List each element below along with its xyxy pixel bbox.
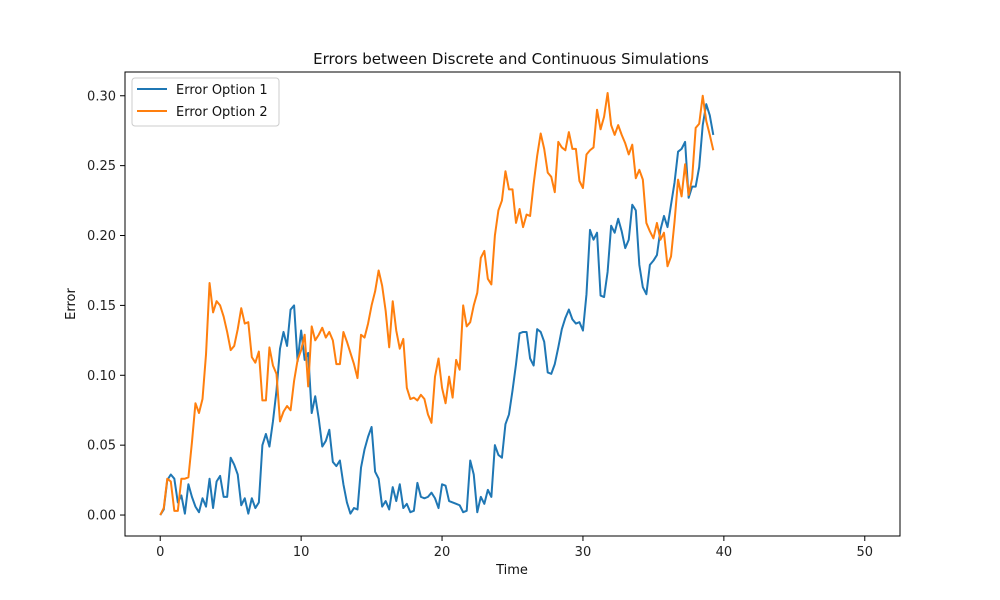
y-tick-label: 0.00: [87, 509, 116, 524]
legend-box: [131, 77, 280, 127]
y-tick-label: 0.15: [87, 299, 116, 314]
x-axis-label: Time: [495, 563, 528, 578]
y-axis-ticks: 0.00 0.05 0.10 0.15 0.20 0.25 0.30: [87, 89, 125, 524]
x-tick-label: 50: [856, 545, 873, 560]
y-axis-label: Error: [64, 288, 79, 320]
x-axis-ticks: 0 10 20 30 40 50: [156, 536, 873, 560]
legend-label-error-option-1: Error Option 1: [176, 83, 268, 98]
y-tick-label: 0.25: [87, 159, 116, 174]
x-tick-label: 30: [575, 545, 592, 560]
plot-frame: [124, 71, 901, 537]
y-tick-label: 0.30: [87, 89, 116, 104]
chart-title: Errors between Discrete and Continuous S…: [313, 50, 709, 68]
legend: Error Option 1 Error Option 2: [131, 77, 280, 127]
plot-lines: [159, 91, 715, 516]
y-tick-label: 0.10: [87, 369, 116, 384]
y-tick-label: 0.20: [87, 229, 116, 244]
x-tick-label: 20: [434, 545, 451, 560]
x-tick-label: 0: [156, 545, 164, 560]
y-tick-label: 0.05: [87, 439, 116, 454]
x-tick-label: 10: [293, 545, 310, 560]
x-tick-label: 40: [716, 545, 733, 560]
series-line-error-option-2: [159, 91, 715, 516]
series-line-error-option-1: [159, 103, 715, 516]
legend-label-error-option-2: Error Option 2: [176, 105, 268, 120]
